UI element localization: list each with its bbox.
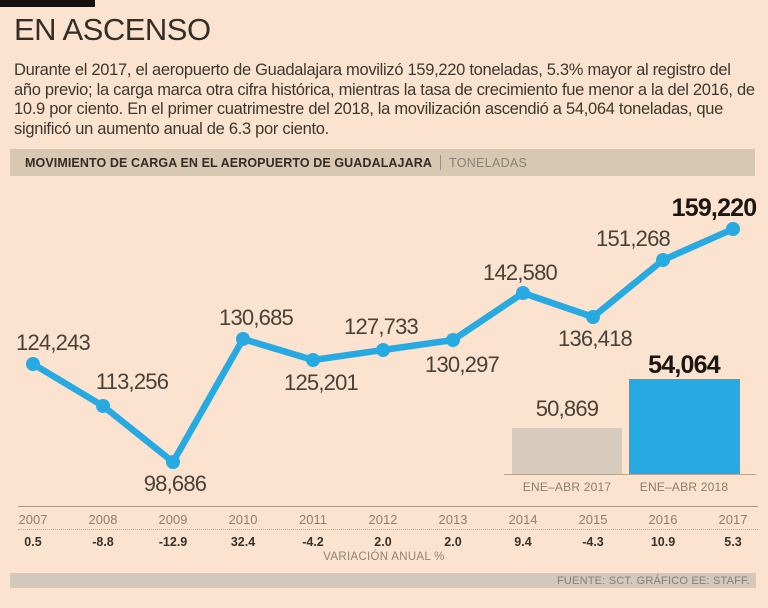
point-value-label: 125,201 — [284, 370, 358, 395]
variation-value: -12.9 — [158, 535, 188, 549]
bar-category-2018: ENE–ABR 2018 — [640, 480, 729, 494]
variation-value: 9.4 — [514, 535, 532, 549]
data-point — [236, 332, 250, 346]
year-label: 2009 — [158, 512, 188, 527]
page-title: EN ASCENSO — [14, 12, 211, 47]
axis-rule-dotted — [18, 529, 758, 530]
point-value-label: 130,685 — [219, 305, 293, 330]
point-value-label: 113,256 — [96, 369, 169, 394]
variation-value: 2.0 — [444, 535, 462, 549]
year-label: 2012 — [368, 512, 398, 527]
data-point — [306, 353, 320, 367]
section-header: MOVIMIENTO DE CARGA EN EL AEROPUERTO DE … — [10, 149, 755, 176]
variation-value: 0.5 — [24, 535, 42, 549]
year-label: 2015 — [578, 512, 608, 527]
variation-value: -4.3 — [582, 535, 604, 549]
section-divider — [440, 155, 441, 170]
axis-rule-solid — [18, 506, 758, 507]
source-bar: FUENTE: SCT. GRÁFICO EE: STAFF. — [10, 573, 756, 588]
data-point — [726, 222, 740, 236]
bar-value-2017: 50,869 — [536, 396, 599, 421]
variation-value: 5.3 — [724, 535, 742, 549]
year-label: 2010 — [228, 512, 258, 527]
year-label: 2007 — [18, 512, 48, 527]
data-point — [656, 253, 670, 267]
top-accent-bar — [0, 0, 95, 7]
variation-value: 2.0 — [374, 535, 392, 549]
year-label: 2016 — [648, 512, 678, 527]
data-point — [26, 357, 40, 371]
point-value-label: 142,580 — [483, 260, 557, 285]
year-label: 2017 — [718, 512, 748, 527]
data-point — [376, 343, 390, 357]
point-value-label: 130,297 — [425, 352, 499, 377]
data-point — [166, 455, 180, 469]
point-value-label: 151,268 — [596, 226, 670, 251]
year-label: 2014 — [508, 512, 538, 527]
point-value-label: 136,418 — [558, 326, 632, 351]
section-title: MOVIMIENTO DE CARGA EN EL AEROPUERTO DE … — [25, 155, 432, 170]
variation-value: -4.2 — [302, 535, 324, 549]
section-unit: TONELADAS — [449, 155, 528, 170]
variation-value: 32.4 — [230, 535, 256, 549]
data-point — [586, 310, 600, 324]
point-value-label: 124,243 — [16, 330, 90, 355]
intro-paragraph: Durante el 2017, el aeropuerto de Guadal… — [14, 61, 755, 138]
cargo-line-labels: 124,243 113,256 98,686 130,685 125,201 1… — [16, 194, 757, 496]
year-label: 2013 — [438, 512, 468, 527]
source-text: FUENTE: SCT. GRÁFICO EE: STAFF. — [556, 574, 750, 587]
point-value-label-emphasis: 159,220 — [672, 194, 757, 222]
cargo-line-points — [26, 222, 740, 469]
bar-ene-abr-2017 — [512, 428, 622, 474]
bar-ene-abr-2018 — [629, 379, 740, 474]
data-point — [446, 333, 460, 347]
bar-category-2017: ENE–ABR 2017 — [523, 480, 612, 494]
variation-caption: VARIACIÓN ANUAL % — [323, 551, 445, 563]
variation-value: 10.9 — [650, 535, 676, 549]
variation-value: -8.8 — [92, 535, 114, 549]
point-value-label: 127,733 — [344, 314, 418, 339]
bar-value-2018: 54,064 — [648, 351, 721, 379]
point-value-label: 98,686 — [144, 471, 207, 496]
year-label: 2011 — [299, 512, 327, 527]
data-point — [96, 399, 110, 413]
year-label: 2008 — [88, 512, 118, 527]
data-point — [516, 286, 530, 300]
period-bars: 50,869 54,064 ENE–ABR 2017 ENE–ABR 2018 — [504, 351, 756, 494]
